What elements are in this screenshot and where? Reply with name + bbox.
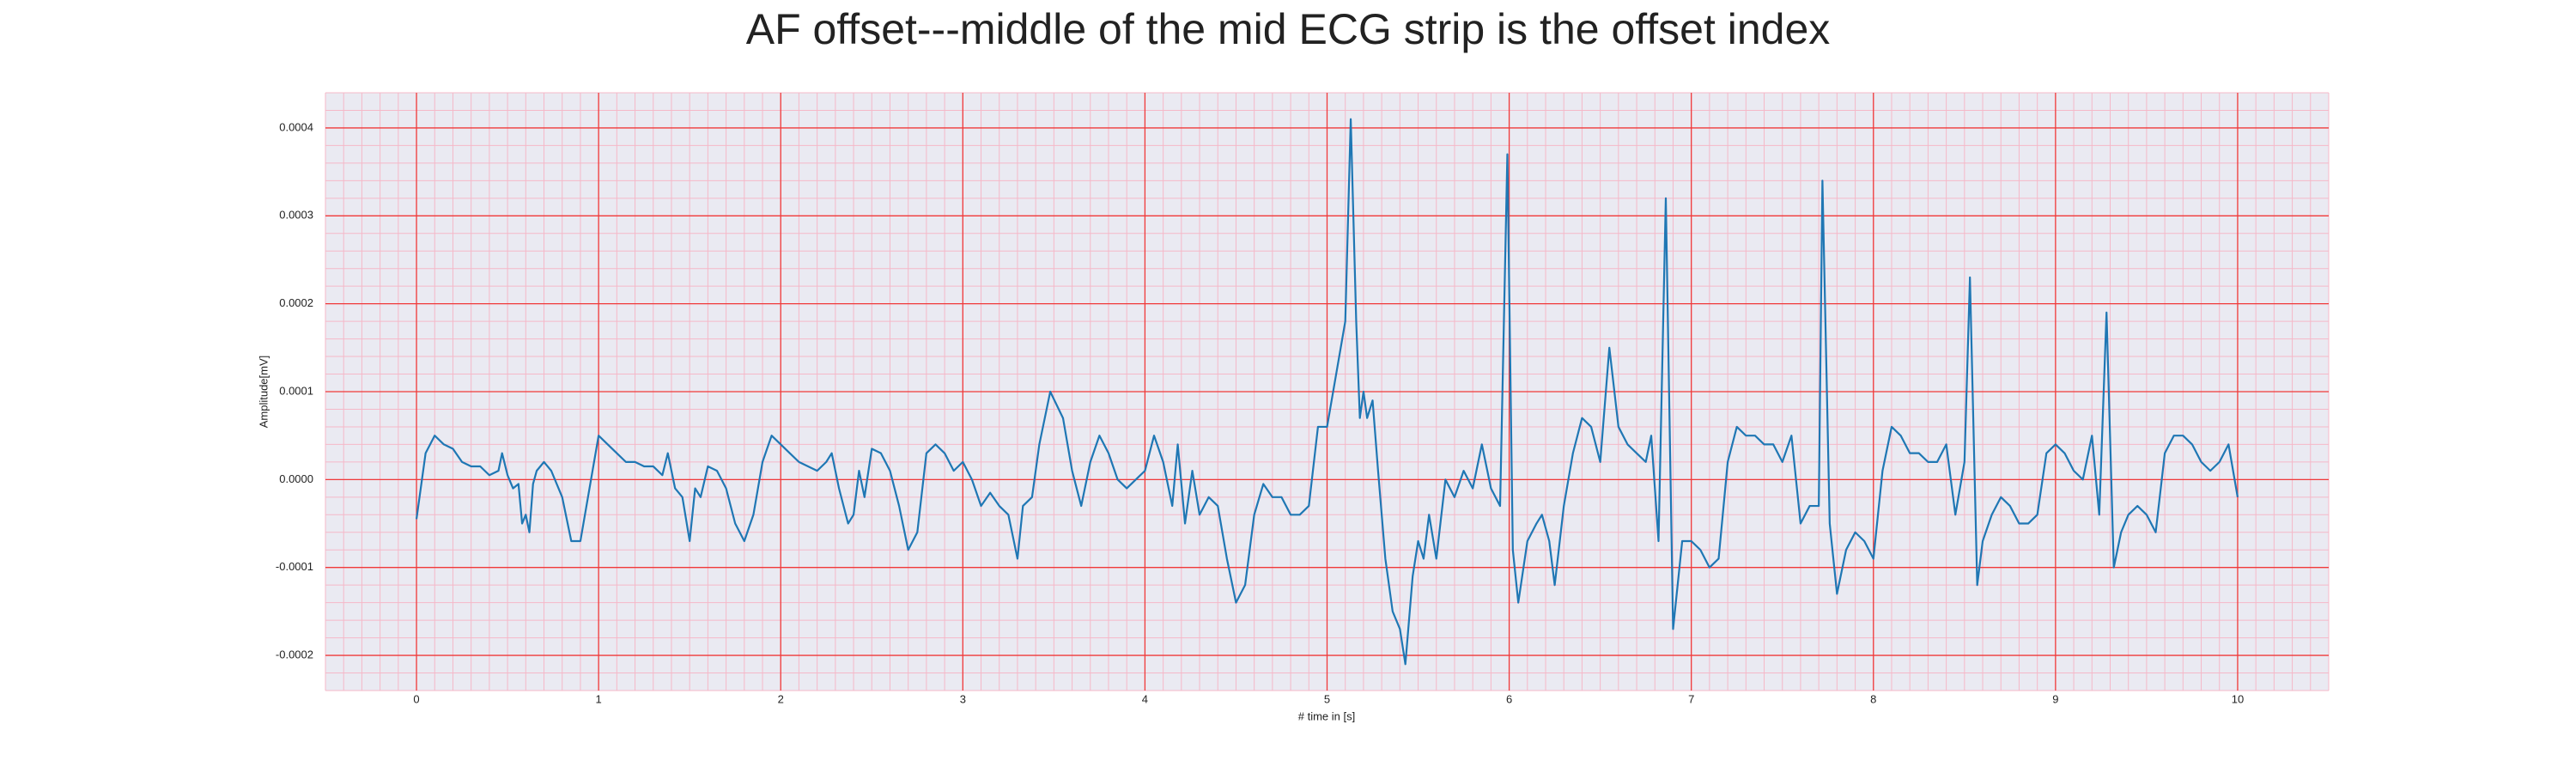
x-tick-label: 1 <box>596 692 602 705</box>
y-axis-label: Amplitude[mV] <box>257 356 270 429</box>
chart-title: AF offset---middle of the mid ECG strip … <box>746 5 1831 53</box>
x-tick-label: 6 <box>1506 692 1512 705</box>
y-tick-label: 0.0001 <box>279 384 313 397</box>
y-tick-label: 0.0004 <box>279 120 313 133</box>
y-tick-label: -0.0002 <box>276 648 313 660</box>
x-tick-label: 9 <box>2052 692 2058 705</box>
x-tick-label: 10 <box>2232 692 2244 705</box>
x-tick-label: 8 <box>1870 692 1876 705</box>
x-tick-label: 0 <box>413 692 419 705</box>
x-tick-label: 5 <box>1324 692 1330 705</box>
y-tick-label: 0.0000 <box>279 472 313 485</box>
x-axis-label: # time in [s] <box>1298 709 1355 722</box>
y-tick-label: 0.0002 <box>279 296 313 309</box>
x-tick-label: 7 <box>1688 692 1694 705</box>
x-tick-label: 4 <box>1142 692 1148 705</box>
y-tick-label: -0.0001 <box>276 560 313 573</box>
x-tick-label: 2 <box>778 692 784 705</box>
y-tick-label: 0.0003 <box>279 209 313 222</box>
x-tick-label: 3 <box>960 692 966 705</box>
ecg-line <box>415 118 2239 666</box>
